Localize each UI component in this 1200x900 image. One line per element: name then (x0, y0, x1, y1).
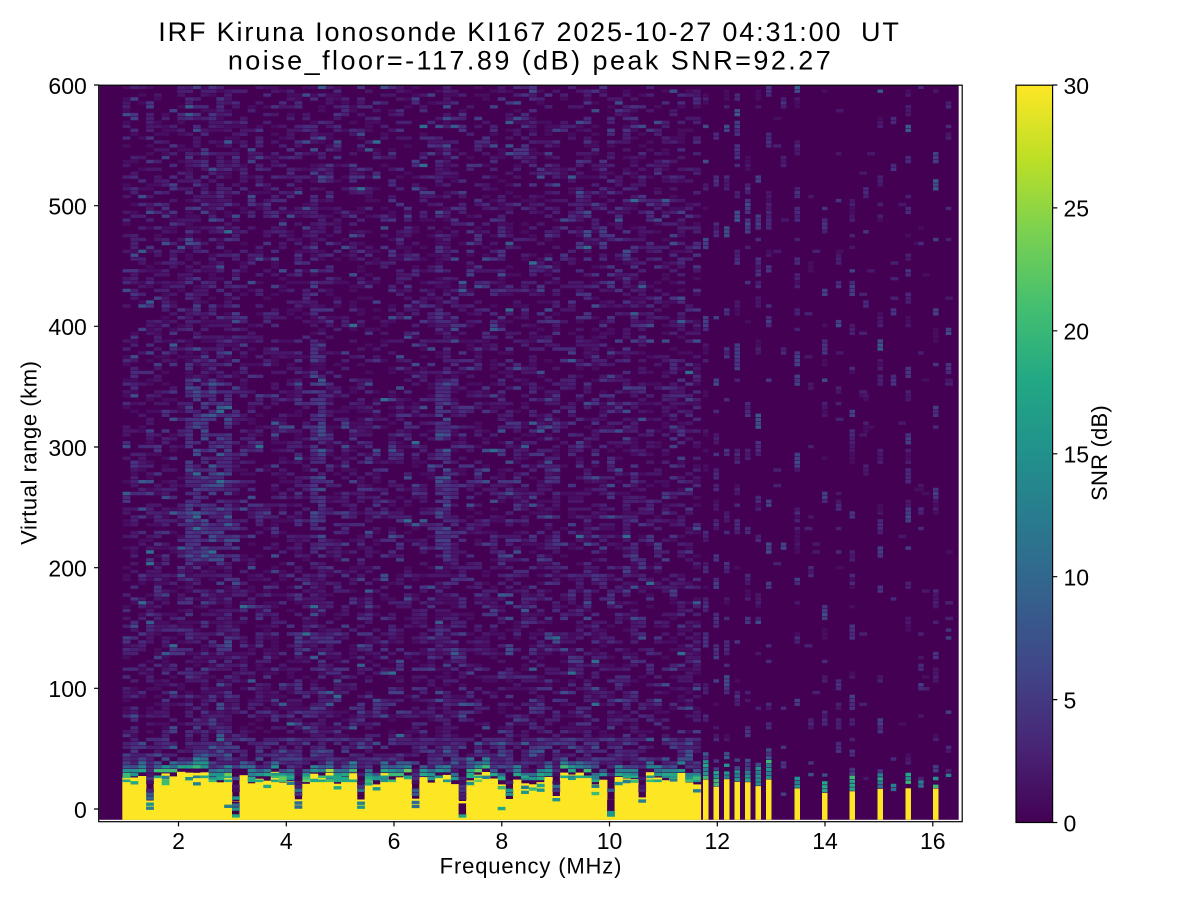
svg-text:0: 0 (74, 797, 87, 823)
svg-text:30: 30 (1064, 73, 1090, 99)
svg-text:400: 400 (48, 314, 86, 340)
svg-text:4: 4 (280, 828, 293, 854)
svg-text:5: 5 (1064, 687, 1077, 713)
svg-text:300: 300 (48, 435, 86, 461)
svg-text:Virtual range (km): Virtual range (km) (17, 361, 42, 545)
svg-text:IRF Kiruna Ionosonde KI167 202: IRF Kiruna Ionosonde KI167 2025-10-27 04… (158, 17, 900, 47)
svg-text:14: 14 (812, 828, 838, 854)
svg-text:8: 8 (495, 828, 508, 854)
svg-text:noise_floor=-117.89 (dB) peak: noise_floor=-117.89 (dB) peak SNR=92.27 (228, 45, 833, 75)
svg-text:10: 10 (1064, 565, 1090, 591)
svg-text:0: 0 (1064, 810, 1077, 836)
svg-text:16: 16 (920, 828, 946, 854)
svg-text:200: 200 (48, 556, 86, 582)
svg-text:2: 2 (172, 828, 185, 854)
svg-text:10: 10 (597, 828, 623, 854)
svg-text:20: 20 (1064, 319, 1090, 345)
svg-text:25: 25 (1064, 196, 1090, 222)
svg-text:SNR (dB): SNR (dB) (1087, 405, 1112, 501)
svg-text:600: 600 (48, 73, 86, 99)
svg-text:15: 15 (1064, 442, 1090, 468)
svg-text:500: 500 (48, 194, 86, 220)
svg-text:6: 6 (388, 828, 401, 854)
svg-text:12: 12 (705, 828, 731, 854)
svg-text:Frequency (MHz): Frequency (MHz) (440, 854, 623, 879)
svg-text:100: 100 (48, 676, 86, 702)
